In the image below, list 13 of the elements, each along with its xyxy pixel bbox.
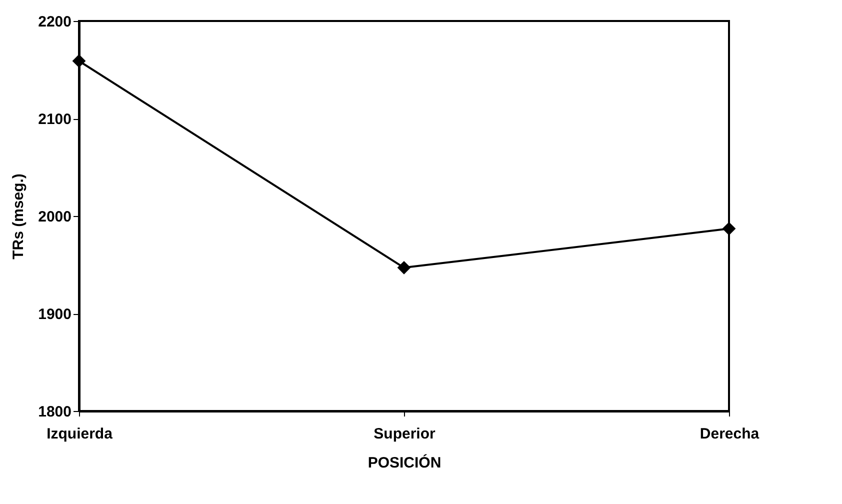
point bbox=[72, 54, 86, 68]
y-tick-label: 1800 bbox=[38, 404, 72, 420]
x-axis-title: POSICIÓN bbox=[368, 454, 442, 472]
point bbox=[722, 222, 736, 236]
x-tick-label: Izquierda bbox=[46, 426, 114, 442]
point bbox=[397, 260, 411, 274]
x-tick-label: Superior bbox=[374, 426, 436, 442]
y-tick-label: 2100 bbox=[38, 111, 72, 128]
y-tick-label: 2200 bbox=[38, 14, 72, 30]
x-tick-label: Derecha bbox=[700, 426, 760, 442]
y-tick-label: 1900 bbox=[38, 306, 72, 323]
y-axis-title: TRs (mseg.) bbox=[10, 174, 28, 260]
y-tick-label: 2000 bbox=[38, 208, 72, 226]
